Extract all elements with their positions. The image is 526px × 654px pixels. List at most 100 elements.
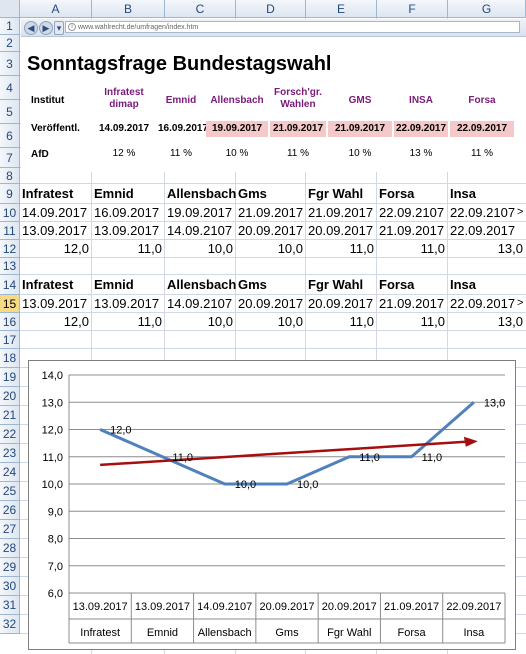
cell-b11[interactable]: 13.09.2017 [94, 223, 160, 238]
row-header-5[interactable]: 5 [0, 100, 20, 124]
cell-b12[interactable]: 11,0 [137, 241, 162, 256]
cell-a16[interactable]: 12,0 [63, 314, 89, 329]
web-institute-name-line2: dimap [109, 99, 139, 110]
row-header-19[interactable]: 19 [0, 368, 20, 387]
row-header-2[interactable]: 2 [0, 35, 20, 52]
row-header-4[interactable]: 4 [0, 76, 20, 100]
cell-b10[interactable]: 16.09.2017 [94, 205, 160, 220]
cell-g9[interactable]: Insa [450, 186, 477, 201]
cell-c12[interactable]: 10,0 [207, 241, 233, 256]
cell-f15[interactable]: 21.09.2017 [379, 296, 445, 311]
cell-b14[interactable]: Emnid [94, 277, 134, 292]
cell-e9[interactable]: Fgr Wahl [308, 186, 364, 201]
row-header-30[interactable]: 30 [0, 577, 20, 596]
row-header-8[interactable]: 8 [0, 168, 20, 184]
cell-d16[interactable]: 10,0 [277, 314, 303, 329]
x-date-label: 13.09.2017 [73, 601, 128, 613]
row-header-16[interactable]: 16 [0, 313, 20, 331]
cell-e11[interactable]: 20.09.2017 [308, 223, 374, 238]
line-chart[interactable]: 6,0 7,0 8,0 9,0 10,0 11,0 12,0 13,0 14,0 13.09.20… [28, 360, 516, 650]
column-header-e[interactable]: E [306, 0, 377, 18]
web-label-afd: AfD [31, 149, 49, 160]
row-header-32[interactable]: 32 [0, 615, 20, 634]
row-header-23[interactable]: 23 [0, 444, 20, 463]
cell-d14[interactable]: Gms [238, 277, 267, 292]
cell-a11[interactable]: 13.09.2017 [22, 223, 88, 238]
cell-e15[interactable]: 20.09.2017 [308, 296, 374, 311]
cell-a9[interactable]: Infratest [22, 186, 74, 201]
row-header-6[interactable]: 6 [0, 124, 20, 148]
column-header-b[interactable]: B [92, 0, 165, 18]
cell-g14[interactable]: Insa [450, 277, 477, 292]
gridline-horizontal [20, 203, 526, 204]
cell-f10[interactable]: 22.09.2107 [379, 205, 445, 220]
row-header-14[interactable]: 14 [0, 275, 20, 295]
cell-a15[interactable]: 13.09.2017 [22, 296, 88, 311]
row-header-20[interactable]: 20 [0, 387, 20, 406]
row-header-15[interactable]: 15 [0, 295, 20, 313]
cell-c15[interactable]: 14.09.2107 [167, 296, 233, 311]
cell-d15[interactable]: 20.09.2017 [238, 296, 304, 311]
cell-f11[interactable]: 21.09.2017 [379, 223, 445, 238]
row-header-26[interactable]: 26 [0, 501, 20, 520]
row-header-25[interactable]: 25 [0, 482, 20, 501]
cell-d10[interactable]: 21.09.2017 [238, 205, 304, 220]
cell-f16[interactable]: 11,0 [420, 314, 445, 329]
cell-b15[interactable]: 13.09.2017 [94, 296, 160, 311]
cell-c11[interactable]: 14.09.2107 [167, 223, 233, 238]
cell-g12[interactable]: 13,0 [497, 241, 523, 256]
cell-f9[interactable]: Forsa [379, 186, 415, 201]
cell-e14[interactable]: Fgr Wahl [308, 277, 364, 292]
select-all-corner[interactable] [0, 0, 20, 18]
cell-g15[interactable]: 22.09.2017 [450, 296, 516, 311]
cell-e12[interactable]: 11,0 [349, 241, 374, 256]
column-header-a[interactable]: A [20, 0, 92, 18]
cell-f12[interactable]: 11,0 [420, 241, 445, 256]
cell-g11[interactable]: 22.09.2017 [450, 223, 516, 238]
cell-e16[interactable]: 11,0 [349, 314, 374, 329]
column-header-d[interactable]: D [236, 0, 306, 18]
column-header-f[interactable]: F [377, 0, 448, 18]
gridline-horizontal [20, 294, 526, 295]
cell-a10[interactable]: 14.09.2017 [22, 205, 88, 220]
cell-c9[interactable]: Allensbach [167, 186, 237, 201]
cell-g10[interactable]: 22.09.2107 [450, 205, 516, 220]
cell-d12[interactable]: 10,0 [277, 241, 303, 256]
cell-f14[interactable]: Forsa [379, 277, 415, 292]
cell-c10[interactable]: 19.09.2017 [167, 205, 233, 220]
cell-c16[interactable]: 10,0 [207, 314, 233, 329]
cell-g16[interactable]: 13,0 [497, 314, 523, 329]
row-header-17[interactable]: 17 [0, 331, 20, 349]
cell-d11[interactable]: 20.09.2017 [238, 223, 304, 238]
cell-c14[interactable]: Allensbach [167, 277, 237, 292]
row-header-3[interactable]: 3 [0, 52, 20, 76]
data-label: 11,0 [359, 452, 380, 464]
cell-b9[interactable]: Emnid [94, 186, 134, 201]
row-header-29[interactable]: 29 [0, 558, 20, 577]
row-header-27[interactable]: 27 [0, 520, 20, 539]
gridline-horizontal [20, 239, 526, 240]
column-header-g[interactable]: G [448, 0, 526, 18]
row-header-1[interactable]: 1 [0, 18, 20, 35]
row-header-22[interactable]: 22 [0, 425, 20, 444]
row-header-11[interactable]: 11 [0, 222, 20, 240]
column-header-c[interactable]: C [165, 0, 236, 18]
row-header-13[interactable]: 13 [0, 258, 20, 275]
row-header-18[interactable]: 18 [0, 349, 20, 368]
row-header-9[interactable]: 9 [0, 184, 20, 204]
row-header-10[interactable]: 10 [0, 204, 20, 222]
row-header-21[interactable]: 21 [0, 406, 20, 425]
row-header-31[interactable]: 31 [0, 596, 20, 615]
cell-a14[interactable]: Infratest [22, 277, 74, 292]
cell-a12[interactable]: 12,0 [63, 241, 89, 256]
cell-d9[interactable]: Gms [238, 186, 267, 201]
cell-b16[interactable]: 11,0 [137, 314, 162, 329]
row-header-24[interactable]: 24 [0, 463, 20, 482]
row-header-28[interactable]: 28 [0, 539, 20, 558]
gridline-vertical [376, 18, 377, 654]
embedded-web-picture[interactable]: ◀ ▶ ▾ i www.wahlrecht.de/umfragen/index.… [21, 19, 526, 172]
gridline-horizontal [20, 348, 526, 349]
cell-e10[interactable]: 21.09.2017 [308, 205, 374, 220]
row-header-12[interactable]: 12 [0, 240, 20, 258]
row-header-7[interactable]: 7 [0, 148, 20, 168]
